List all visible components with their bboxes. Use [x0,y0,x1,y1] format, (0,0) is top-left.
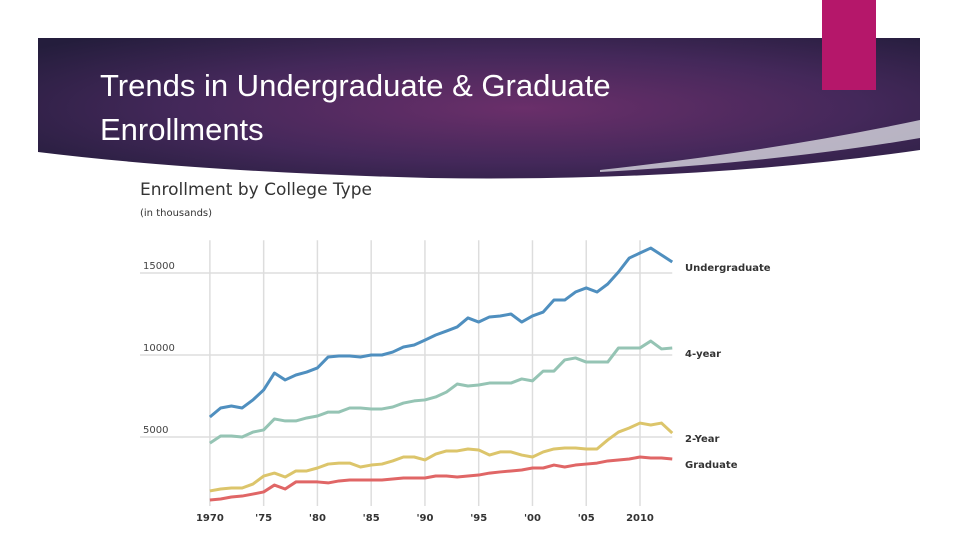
banner-streak [600,120,920,172]
x-tick-label: '95 [470,513,487,524]
y-tick-label: 15000 [143,261,175,272]
y-tick-label: 5000 [143,425,168,436]
series-line [208,246,674,419]
chart-subtitle: (in thousands) [140,208,212,219]
slide-title: Trends in Undergraduate & Graduate Enrol… [100,68,611,147]
series-line [209,421,674,493]
series-label: Graduate [685,460,738,471]
x-tick-label: '85 [363,513,380,524]
x-tick-label: '00 [524,513,541,524]
title-banner [38,38,920,179]
series-label: Undergraduate [685,263,771,274]
series-label: 2-Year [685,434,719,445]
x-tick-label: '90 [416,513,433,524]
series-line [209,455,673,502]
chart-title: Enrollment by College Type [140,180,372,200]
x-tick-label: '75 [255,513,272,524]
y-tick-label: 10000 [143,343,175,354]
x-tick-label: 2010 [626,513,654,524]
accent-block [822,0,876,90]
x-tick-label: '80 [309,513,326,524]
x-tick-label: 1970 [196,513,224,524]
series-label: 4-year [685,349,721,360]
x-tick-label: '05 [578,513,595,524]
series-line [209,339,673,445]
